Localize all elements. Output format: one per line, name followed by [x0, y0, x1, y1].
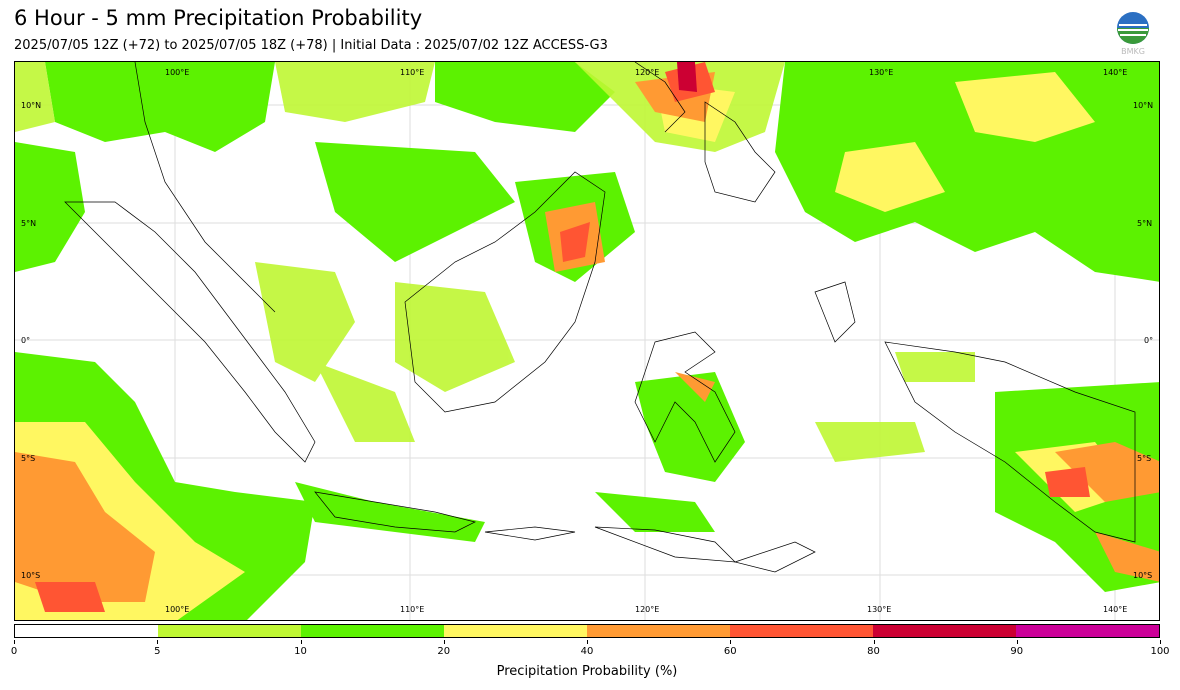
colorbar-tick-label: 100: [1150, 646, 1170, 657]
colorbar-segment: [158, 625, 301, 637]
lat-label-10n-left: 10°N: [21, 101, 42, 110]
lat-label-5s-left: 5°S: [21, 454, 36, 463]
colorbar-tick-mark: [300, 640, 302, 644]
colorbar-segment: [444, 625, 587, 637]
precipitation-map: 100°E 110°E 120°E 130°E 140°E 100°E 110°…: [14, 61, 1160, 621]
colorbar-segment: [1016, 625, 1159, 637]
colorbar-tick-mark: [14, 640, 15, 644]
lat-label-5s-right: 5°S: [1137, 454, 1152, 463]
colorbar-tick-label: 20: [437, 646, 451, 657]
colorbar-tick-label: 90: [1010, 646, 1024, 657]
lon-label-100e-bottom: 100°E: [165, 605, 190, 614]
colorbar-segment: [730, 625, 873, 637]
colorbar-tick-mark: [587, 640, 588, 644]
chart-title: 6 Hour - 5 mm Precipitation Probability: [14, 6, 423, 30]
map-canvas: [15, 62, 1159, 620]
lat-label-0-right: 0°: [1144, 336, 1154, 345]
colorbar-tick-label: 40: [580, 646, 594, 657]
lat-label-10n-right: 10°N: [1133, 101, 1154, 110]
lon-label-110e-bottom: 110°E: [400, 605, 425, 614]
lon-label-120e-top: 120°E: [635, 68, 660, 77]
colorbar-tick-mark: [443, 640, 445, 644]
chart-subtitle: 2025/07/05 12Z (+72) to 2025/07/05 18Z (…: [14, 38, 608, 53]
lon-label-100e-top: 100°E: [165, 68, 190, 77]
lat-label-10s-right: 10°S: [1133, 571, 1153, 580]
colorbar-tick-label: 60: [723, 646, 737, 657]
lon-label-130e-top: 130°E: [869, 68, 894, 77]
colorbar: [14, 624, 1160, 638]
precip-field-red: [35, 62, 1090, 612]
colorbar-tick-label: 80: [867, 646, 880, 657]
lat-label-5n-right: 5°N: [1137, 219, 1153, 228]
colorbar-segment: [15, 625, 158, 637]
colorbar-tick-label: 0: [10, 646, 18, 657]
lon-label-140e-top: 140°E: [1103, 68, 1128, 77]
colorbar-segment: [301, 625, 444, 637]
colorbar-tick-label: 10: [294, 646, 307, 657]
precip-field-lightgreen: [15, 62, 975, 462]
colorbar-tick-mark: [1016, 640, 1018, 644]
colorbar-tick-label: 5: [154, 646, 161, 657]
lat-label-0-left: 0°: [21, 336, 31, 345]
colorbar-segment: [873, 625, 1016, 637]
coastlines: [64, 62, 1136, 573]
colorbar-tick-mark: [730, 640, 732, 644]
colorbar-ticks: 0 5 10 20 40 60 80 90 100: [10, 640, 1170, 657]
lat-label-10s-left: 10°S: [21, 571, 41, 580]
lat-label-5n-left: 5°N: [21, 219, 37, 228]
colorbar-label: Precipitation Probability (%): [496, 664, 678, 679]
lon-label-130e-bottom: 130°E: [867, 605, 892, 614]
colorbar-tick-mark: [873, 640, 875, 644]
bmkg-logo: BMKG: [1113, 10, 1153, 56]
lon-label-120e-bottom: 120°E: [635, 605, 660, 614]
precip-field-crimson: [677, 62, 697, 92]
lon-label-140e-bottom: 140°E: [1103, 605, 1128, 614]
colorbar-segment: [587, 625, 730, 637]
lon-label-110e-top: 110°E: [400, 68, 425, 77]
colorbar-tick-mark: [1160, 640, 1161, 644]
logo-text: BMKG: [1121, 47, 1145, 56]
colorbar-tick-mark: [157, 640, 159, 644]
